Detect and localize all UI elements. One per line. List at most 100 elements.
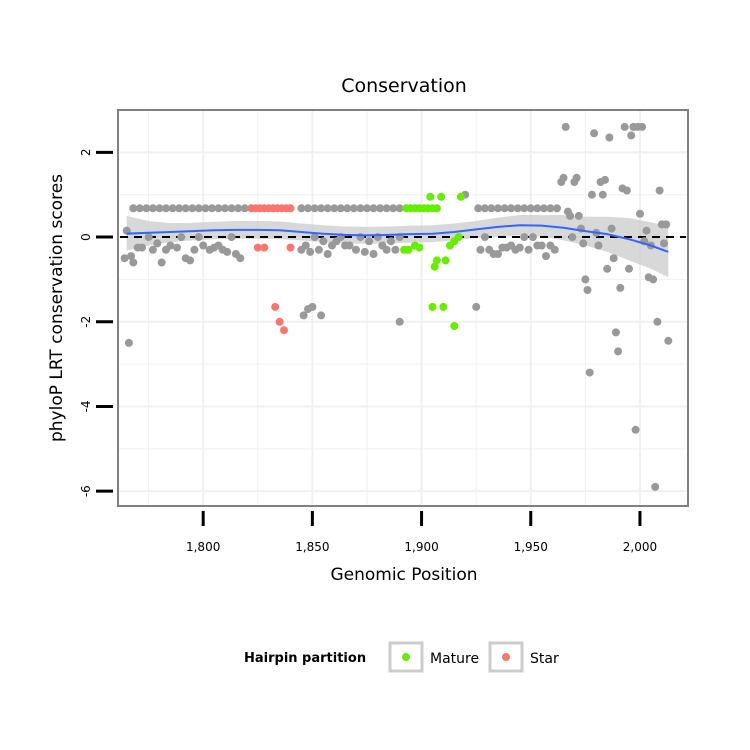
point-other [127,252,136,261]
point-other [480,204,489,213]
point-other [625,264,633,273]
point-other [306,247,315,256]
point-other [144,233,153,242]
point-other [550,245,559,254]
point-other [221,204,229,213]
point-other [227,233,236,242]
y-axis-title: phyloP LRT conservation scores [47,174,67,442]
point-other [299,311,308,320]
point-other [304,204,312,213]
point-other [168,204,177,213]
point-other [138,243,146,252]
point-mature [456,192,465,201]
point-other [546,204,555,213]
legend-label-mature: Mature [430,651,479,667]
point-other [240,204,249,213]
point-other [190,245,199,254]
point-other [148,204,157,213]
point-other [642,226,651,235]
point-mature [428,302,437,311]
point-mature [426,192,435,201]
point-other [376,204,385,213]
point-other [539,204,548,213]
point-other [330,204,339,213]
point-other [487,204,496,213]
point-other [201,204,210,213]
point-mature [454,233,463,242]
legend: Hairpin partition Mature Star [244,641,559,673]
point-other [175,204,184,213]
point-other [605,133,614,142]
point-other [528,233,537,242]
point-mature [432,256,441,265]
point-other [598,190,607,199]
point-other [389,204,398,213]
point-other [537,241,546,250]
point-other [129,204,138,213]
point-other [601,175,609,184]
point-other [585,368,594,377]
point-other [314,245,323,254]
point-other [594,241,603,250]
chart-title: Conservation [341,75,467,97]
plot-panel [117,109,689,507]
point-other [349,204,358,213]
point-other [526,204,535,213]
x-tick-label: 2,000 [623,540,657,554]
x-tick-label: 1,850 [295,540,329,554]
y-tick-label: -2 [79,316,93,328]
point-other [568,233,577,242]
legend-label-star: Star [530,651,559,667]
point-mature [415,243,424,252]
point-other [622,186,631,195]
point-other [155,204,164,213]
point-other [587,190,596,199]
point-other [559,173,568,182]
point-other [317,204,326,213]
point-other [356,204,365,213]
point-other [227,204,236,213]
point-other [520,233,529,242]
point-mature [450,322,459,330]
point-other [553,204,561,213]
y-tick-label: 2 [79,149,93,157]
point-other [662,220,671,229]
point-other [308,302,317,311]
point-other [494,204,502,213]
point-other [614,347,623,356]
point-other [336,204,345,213]
point-other [636,209,644,218]
point-other [542,252,550,261]
point-star [280,326,288,335]
point-other [395,317,404,326]
point-other [343,204,352,213]
point-other [581,275,590,284]
point-other [574,211,583,220]
point-other [142,204,151,213]
point-other [234,204,243,213]
y-tick-label: -6 [79,485,93,497]
point-star [271,302,280,311]
point-other [148,245,157,254]
point-other [655,186,664,195]
point-other [301,241,310,250]
point-other [153,239,162,248]
point-other [631,425,640,434]
point-other [382,245,391,254]
point-other [653,317,662,326]
plot-border [117,109,689,507]
point-other [561,122,570,131]
point-star [286,243,295,252]
point-other [583,286,592,294]
point-other [345,241,354,250]
point-other [572,173,581,182]
point-other [194,204,203,213]
point-other [173,243,181,252]
point-other [177,233,186,242]
point-other [474,204,483,213]
point-other [181,204,190,213]
x-tick-label: 1,950 [514,540,548,554]
point-other [607,224,616,233]
point-other [500,204,509,213]
point-mature [404,245,413,254]
